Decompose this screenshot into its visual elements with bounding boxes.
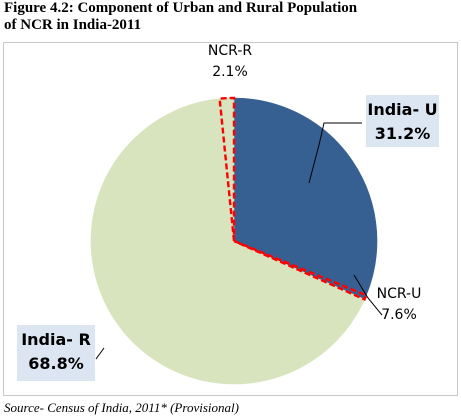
data-label-ncr-u: NCR-U 7.6% bbox=[377, 286, 422, 323]
label-box-india-u bbox=[366, 95, 439, 147]
data-label-india-u: India- U 31.2% bbox=[366, 95, 439, 147]
data-label-ncr-r: NCR-R 2.1% bbox=[208, 43, 252, 80]
leader-line-ncr-u bbox=[353, 274, 383, 316]
data-label-name-ncr-u: NCR-U bbox=[377, 286, 422, 302]
data-label-value-ncr-r: 2.1% bbox=[212, 64, 248, 80]
pie-slice-india-u bbox=[233, 97, 378, 296]
leader-line-india-r bbox=[95, 347, 105, 360]
data-label-value-ncr-u: 7.6% bbox=[381, 307, 417, 323]
chart-area: India- U 31.2% NCR-U 7.6% India- R 68.8% NCR-R… bbox=[3, 42, 458, 396]
data-label-value-india-r: 68.8% bbox=[28, 354, 84, 373]
source-note: Source- Census of India, 2011* (Provisio… bbox=[4, 400, 239, 415]
pie-slice-india-r bbox=[90, 98, 365, 385]
data-label-india-r: India- R 68.8% bbox=[17, 325, 95, 381]
data-label-name-india-r: India- R bbox=[21, 330, 91, 349]
pie-chart: India- U 31.2% NCR-U 7.6% India- R 68.8% NCR-R… bbox=[17, 43, 439, 385]
data-label-name-india-u: India- U bbox=[367, 100, 437, 119]
data-label-value-india-u: 31.2% bbox=[375, 124, 431, 143]
label-box-india-r bbox=[17, 325, 95, 381]
pie-slice-highlight-ncr-u bbox=[233, 239, 368, 302]
data-label-name-ncr-r: NCR-R bbox=[208, 43, 252, 59]
figure-title-line-2: of NCR in India-2011 bbox=[4, 17, 142, 33]
figure-title: Figure 4.2: Component of Urban and Rural… bbox=[4, 0, 461, 34]
leader-line-india-u bbox=[308, 122, 362, 184]
figure-title-line-1: Figure 4.2: Component of Urban and Rural… bbox=[4, 0, 358, 16]
pie-slice-highlight-ncr-r bbox=[218, 96, 236, 242]
